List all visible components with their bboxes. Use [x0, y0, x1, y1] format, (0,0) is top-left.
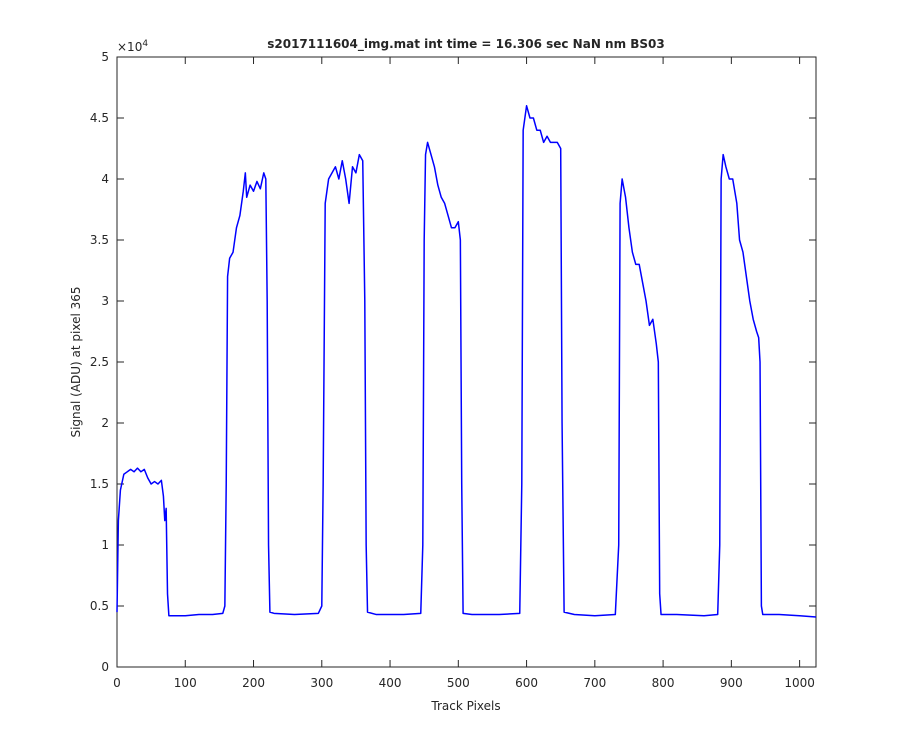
x-tick-label: 300: [310, 676, 333, 690]
y-tick-label: 2: [101, 416, 109, 430]
data-line: [116, 105, 817, 618]
y-tick-label: 2.5: [90, 355, 109, 369]
y-multiplier-base: ×10: [117, 40, 142, 54]
x-tick-label: 100: [174, 676, 197, 690]
chart-title: s2017111604_img.mat int time = 16.306 se…: [267, 37, 665, 52]
x-tick-label: 600: [515, 676, 538, 690]
y-tick-label: 0: [101, 660, 109, 674]
x-tick-label: 500: [447, 676, 470, 690]
plot-frame: [116, 56, 817, 668]
y-tick-label: 4: [101, 172, 109, 186]
x-tick-label: 800: [652, 676, 675, 690]
y-tick-label: 3.5: [90, 233, 109, 247]
x-tick-label: 0: [113, 676, 121, 690]
x-tick-label: 400: [379, 676, 402, 690]
y-tick-label: 1.5: [90, 477, 109, 491]
y-multiplier: ×104: [117, 39, 148, 54]
x-tick-label: 900: [720, 676, 743, 690]
y-tick-label: 4.5: [90, 111, 109, 125]
y-tick-label: 0.5: [90, 599, 109, 613]
y-tick-label: 5: [101, 50, 109, 64]
x-tick-label: 1000: [784, 676, 815, 690]
x-axis-label: Track Pixels: [430, 699, 500, 713]
x-tick-label: 700: [583, 676, 606, 690]
y-multiplier-exponent: 4: [142, 39, 148, 49]
y-axis-label: Signal (ADU) at pixel 365: [69, 286, 83, 437]
y-tick-label: 1: [101, 538, 109, 552]
x-tick-label: 200: [242, 676, 265, 690]
y-tick-label: 3: [101, 294, 109, 308]
